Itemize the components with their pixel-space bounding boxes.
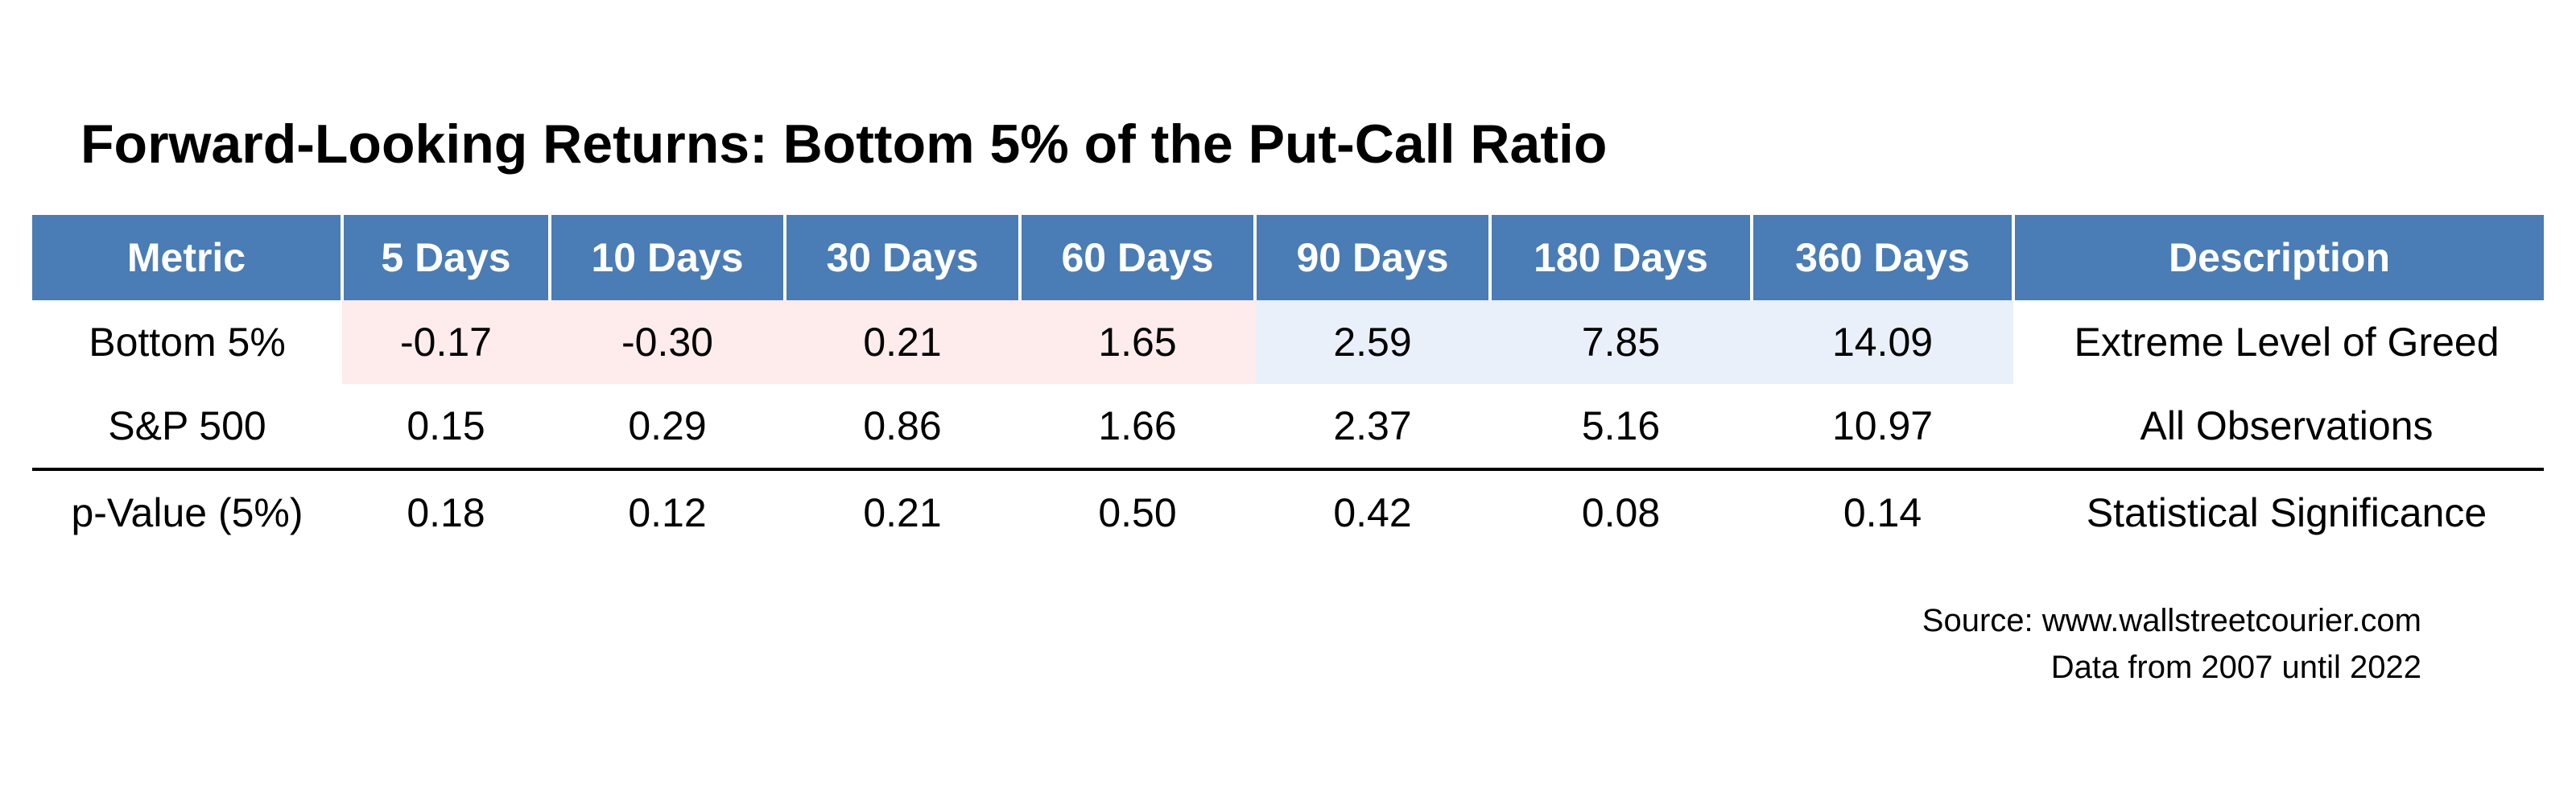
source-text: Source: www.wallstreetcourier.com (1922, 603, 2421, 638)
data-cell: 0.29 (628, 403, 707, 448)
data-cell: 7.85 (1490, 300, 1752, 384)
chart-title: Forward-Looking Returns: Bottom 5% of th… (80, 114, 1608, 175)
header-60-days: 60 Days (1018, 215, 1255, 300)
data-cell: 0.15 (407, 403, 485, 448)
header-metric: Metric (32, 215, 342, 300)
data-cell: 0.21 (785, 300, 1020, 384)
data-cell: 0.18 (342, 468, 550, 555)
row-label: S&P 500 (108, 403, 266, 448)
row-label: Bottom 5% (89, 320, 286, 365)
source-note: Source: www.wallstreetcourier.com Data f… (1922, 597, 2421, 691)
data-cell: 0.08 (1490, 468, 1752, 555)
table-row-p-value: p-Value (5%) 0.18 0.12 0.21 0.50 0.42 0.… (32, 468, 2544, 555)
header-description: Description (2012, 215, 2544, 300)
row-description: All Observations (2140, 403, 2434, 448)
returns-table: Metric 5 Days 10 Days 30 Days 60 Days 90… (32, 215, 2544, 555)
row-label: p-Value (5%) (32, 468, 342, 555)
data-cell: 2.59 (1255, 300, 1490, 384)
header-row: Metric 5 Days 10 Days 30 Days 60 Days 90… (32, 215, 2544, 300)
row-description: Extreme Level of Greed (2074, 320, 2500, 365)
data-cell: 0.86 (863, 403, 942, 448)
data-cell: 0.12 (550, 468, 785, 555)
data-cell: 0.14 (1752, 468, 2013, 555)
table-row-bottom-5: Bottom 5% -0.17 -0.30 0.21 1.65 2.59 7.8… (32, 300, 2544, 384)
data-cell: 0.21 (785, 468, 1020, 555)
data-cell: -0.30 (550, 300, 785, 384)
data-cell: 5.16 (1581, 403, 1661, 448)
data-cell: 1.66 (1098, 403, 1177, 448)
data-cell: 0.42 (1255, 468, 1490, 555)
table-row-sp500: S&P 500 0.15 0.29 0.86 1.66 2.37 5.16 10… (32, 384, 2544, 469)
data-cell: 0.50 (1020, 468, 1255, 555)
data-cell: -0.17 (342, 300, 550, 384)
data-cell: 1.65 (1020, 300, 1255, 384)
header-360-days: 360 Days (1750, 215, 2013, 300)
header-180-days: 180 Days (1488, 215, 1752, 300)
data-cell: 10.97 (1831, 403, 1934, 448)
data-cell: 2.37 (1333, 403, 1412, 448)
data-period-text: Data from 2007 until 2022 (2050, 650, 2421, 685)
row-description: Statistical Significance (2013, 468, 2544, 555)
header-10-days: 10 Days (548, 215, 785, 300)
header-30-days: 30 Days (783, 215, 1020, 300)
data-cell: 14.09 (1752, 300, 2013, 384)
header-90-days: 90 Days (1253, 215, 1490, 300)
header-5-days: 5 Days (341, 215, 550, 300)
